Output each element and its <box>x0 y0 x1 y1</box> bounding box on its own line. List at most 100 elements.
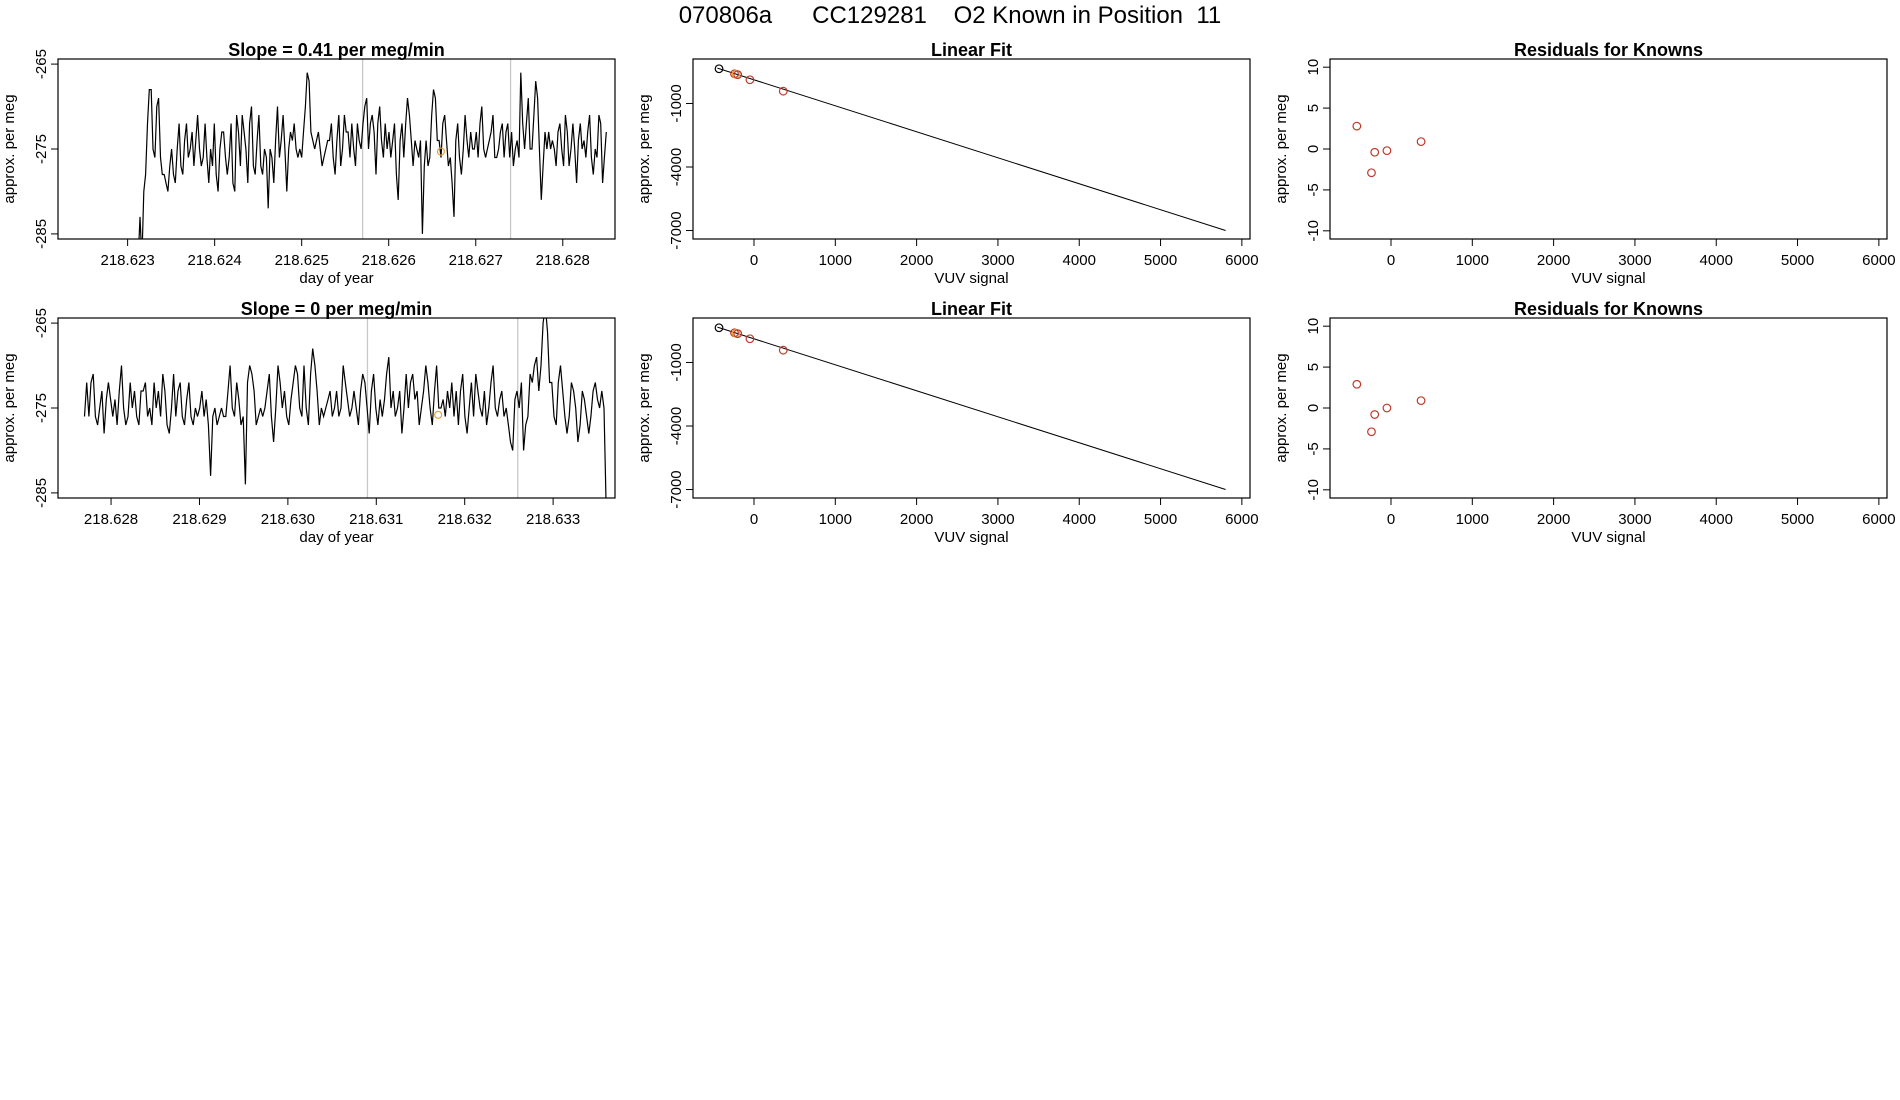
data-point <box>1382 146 1392 156</box>
chart-panel-2: Linear Fit 0 1000 2000 3000 4000 5000 6000 -1000… <box>636 40 1259 287</box>
series-line <box>138 72 607 239</box>
y-tick-label: 0 <box>1305 145 1322 153</box>
x-tick-label: 218.624 <box>188 252 242 269</box>
x-tick-label: 5000 <box>1144 252 1177 269</box>
plot-area <box>83 318 607 498</box>
plot-area <box>138 72 607 239</box>
y-tick-label: 5 <box>1305 104 1322 112</box>
y-tick-label: -275 <box>33 393 50 423</box>
data-point <box>1416 396 1426 406</box>
chart-title: Linear Fit <box>931 299 1012 319</box>
y-tick-label: -5 <box>1305 442 1322 455</box>
y-tick-label: -10 <box>1305 220 1322 242</box>
y-tick-label: 10 <box>1305 318 1322 335</box>
x-tick-label: 2000 <box>1537 511 1570 528</box>
fit-line <box>717 326 1226 491</box>
y-axis-label: approx. per meg <box>636 353 653 462</box>
data-point <box>714 64 724 74</box>
y-tick-label: -275 <box>33 134 50 164</box>
x-tick-label: 5000 <box>1781 511 1814 528</box>
x-axis-label: day of year <box>299 529 373 546</box>
data-point <box>1370 147 1380 157</box>
x-tick-label: 1000 <box>819 511 852 528</box>
x-tick-label: 4000 <box>1700 252 1733 269</box>
y-tick-label: -7000 <box>668 470 685 508</box>
chart-panel-1: Slope = 0.41 per meg/min 218.623 218.624 21… <box>1 40 616 287</box>
x-tick-label: 6000 <box>1862 511 1895 528</box>
plot-area <box>714 323 1226 491</box>
data-point <box>745 334 755 344</box>
y-axis-label: approx. per meg <box>1273 353 1290 462</box>
x-tick-label: 218.633 <box>526 511 580 528</box>
x-tick-label: 3000 <box>981 511 1014 528</box>
y-tick-label: -285 <box>33 478 50 508</box>
series-line <box>83 318 607 498</box>
data-point <box>1367 168 1376 178</box>
data-point <box>1370 410 1380 419</box>
x-tick-label: 218.626 <box>362 252 416 269</box>
chart-panel-4: Slope = 0 per meg/min 218.628 218.629 218.6… <box>1 299 616 546</box>
x-axis-label: VUV signal <box>1571 529 1645 546</box>
x-tick-label: 218.631 <box>349 511 403 528</box>
x-axis-label: day of year <box>299 270 373 287</box>
x-tick-label: 218.628 <box>84 511 138 528</box>
x-tick-label: 218.627 <box>449 252 503 269</box>
x-tick-label: 4000 <box>1063 511 1096 528</box>
x-tick-label: 0 <box>1387 511 1395 528</box>
y-tick-label: -285 <box>33 219 50 249</box>
x-tick-label: 0 <box>750 252 758 269</box>
y-tick-label: -265 <box>33 308 50 338</box>
x-tick-label: 3000 <box>981 252 1014 269</box>
chart-panel-5: Linear Fit 0 1000 2000 3000 4000 5000 6000 -1000… <box>636 299 1259 546</box>
x-axis-label: VUV signal <box>934 270 1008 287</box>
x-tick-label: 218.623 <box>101 252 155 269</box>
plot-frame <box>1329 317 1888 499</box>
x-tick-label: 0 <box>750 511 758 528</box>
data-point <box>1416 137 1426 147</box>
plot-area <box>1352 379 1426 437</box>
highlight-point <box>436 147 446 156</box>
y-tick-label: -1000 <box>668 343 685 381</box>
data-point <box>1352 121 1362 131</box>
x-tick-label: 218.628 <box>536 252 590 269</box>
chart-title: Linear Fit <box>931 40 1012 60</box>
plot-frame <box>57 58 616 240</box>
data-point <box>733 70 743 80</box>
chart-title: Residuals for Knowns <box>1514 40 1703 60</box>
x-axis-label: VUV signal <box>1571 270 1645 287</box>
x-tick-label: 1000 <box>1456 252 1489 269</box>
y-tick-label: 0 <box>1305 404 1322 412</box>
y-tick-label: -4000 <box>668 407 685 445</box>
y-tick-label: -265 <box>33 49 50 79</box>
x-tick-label: 6000 <box>1225 511 1258 528</box>
x-tick-label: 2000 <box>900 252 933 269</box>
data-point <box>714 323 724 333</box>
plot-frame <box>1329 58 1888 240</box>
x-tick-label: 218.625 <box>275 252 329 269</box>
x-tick-label: 4000 <box>1700 511 1733 528</box>
y-axis-label: approx. per meg <box>636 94 653 203</box>
y-tick-label: -10 <box>1305 479 1322 501</box>
highlight-point <box>434 410 443 419</box>
y-axis-label: approx. per meg <box>1 94 18 203</box>
chart-panel-6: Residuals for Knowns 0 1000 2000 3000 4000 500… <box>1273 299 1896 546</box>
plot-frame <box>692 317 1251 499</box>
x-tick-label: 2000 <box>900 511 933 528</box>
chart-title: Slope = 0 per meg/min <box>241 299 433 319</box>
x-tick-label: 218.630 <box>261 511 315 528</box>
chart-title: Slope = 0.41 per meg/min <box>228 40 445 60</box>
y-tick-label: 5 <box>1305 363 1322 371</box>
x-tick-label: 4000 <box>1063 252 1096 269</box>
fit-line <box>717 67 1226 232</box>
x-axis-label: VUV signal <box>934 529 1008 546</box>
x-tick-label: 0 <box>1387 252 1395 269</box>
x-tick-label: 2000 <box>1537 252 1570 269</box>
data-point <box>1367 427 1376 437</box>
y-tick-label: -4000 <box>668 148 685 186</box>
data-point <box>745 75 755 85</box>
y-tick-label: 10 <box>1305 59 1322 76</box>
data-point <box>1382 403 1392 413</box>
x-tick-label: 1000 <box>819 252 852 269</box>
data-point <box>778 345 788 355</box>
